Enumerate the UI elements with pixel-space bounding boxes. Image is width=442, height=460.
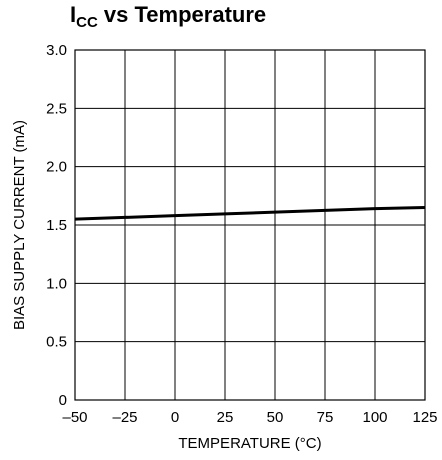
plot-frame xyxy=(74,49,426,401)
y-tick-label: 0 xyxy=(59,392,67,409)
y-tick-label: 2.0 xyxy=(46,159,67,176)
y-tick-label: 0.5 xyxy=(46,334,67,351)
title-rest: vs Temperature xyxy=(97,2,267,27)
y-tick-label: 3.0 xyxy=(46,42,67,59)
y-tick-label: 1.5 xyxy=(46,217,67,234)
x-tick-label: 75 xyxy=(317,409,334,426)
x-tick-label: 50 xyxy=(267,409,284,426)
y-tick-label: 2.5 xyxy=(46,100,67,117)
x-tick-label: 100 xyxy=(362,409,387,426)
y-axis-label: BIAS SUPPLY CURRENT (mA) xyxy=(11,120,28,330)
x-tick-label: 25 xyxy=(217,409,234,426)
title-main: I xyxy=(70,2,77,27)
y-tick-label: 1.0 xyxy=(46,275,67,292)
tick-labels: –50 –25 0 25 50 75 100 125 0 0.5 1.0 1.5 2.0 2.5 3.0 xyxy=(46,42,437,426)
series-line xyxy=(74,206,426,221)
x-axis-label: TEMPERATURE (°C) xyxy=(178,435,321,452)
x-tick-label: 0 xyxy=(171,409,179,426)
title-subscript: CC xyxy=(76,14,98,31)
series-group xyxy=(74,206,426,221)
grid xyxy=(74,49,426,401)
x-tick-label: –50 xyxy=(62,409,87,426)
x-tick-label: 125 xyxy=(412,409,437,426)
chart-title: ICC vs Temperature xyxy=(70,2,267,31)
x-tick-label: –25 xyxy=(112,409,137,426)
